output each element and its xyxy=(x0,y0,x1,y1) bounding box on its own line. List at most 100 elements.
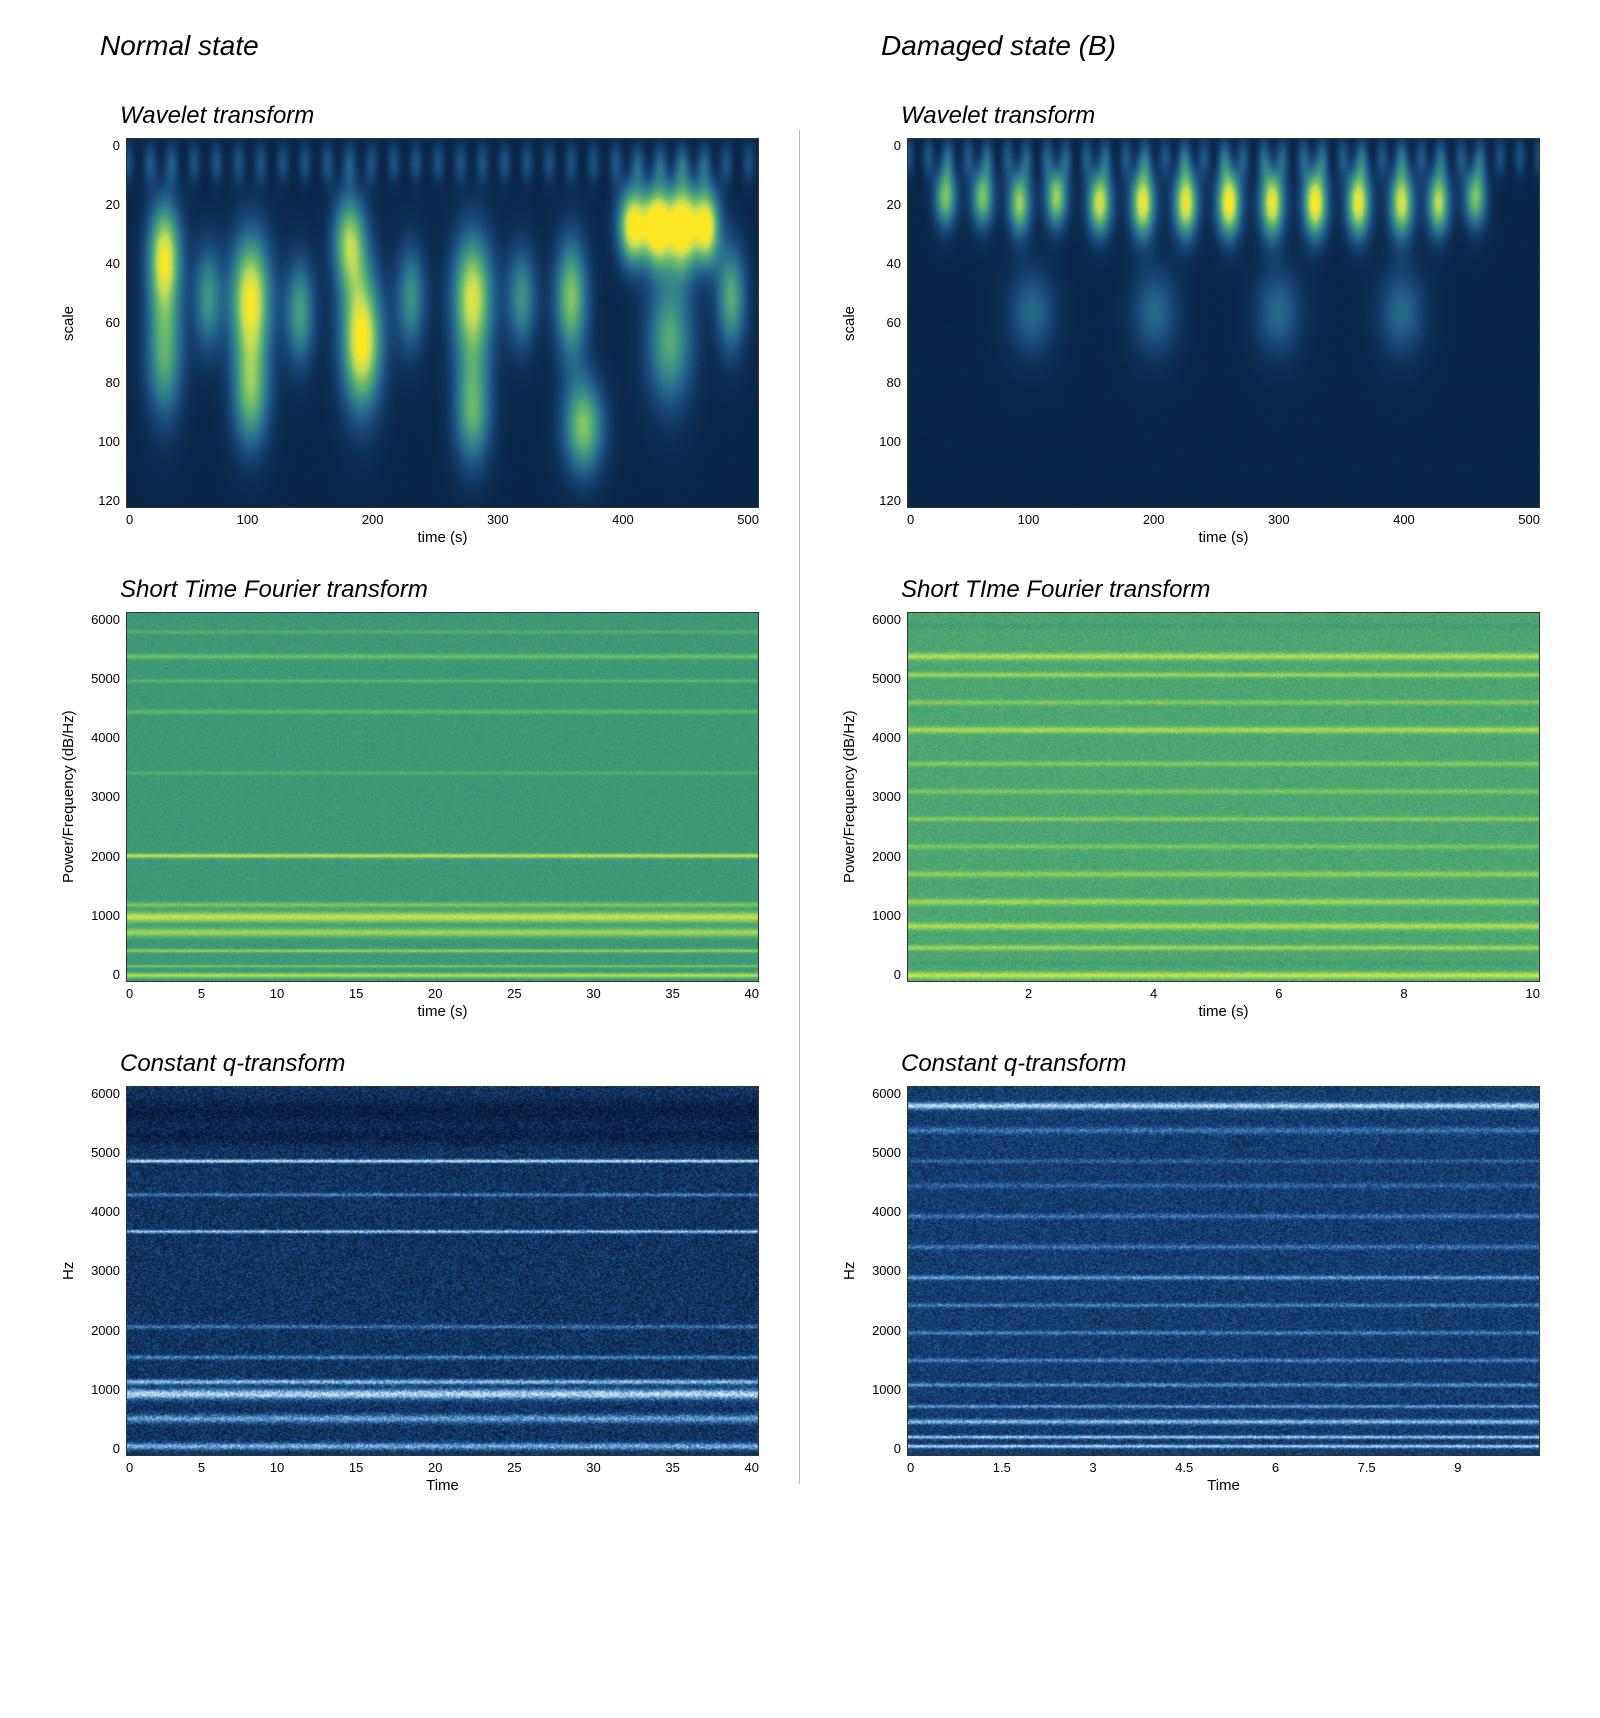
y-tick: 0 xyxy=(894,1441,901,1456)
x-tick: 0 xyxy=(907,1460,914,1475)
y-tick: 60 xyxy=(106,315,120,330)
x-tick: 300 xyxy=(487,512,509,527)
heatmap xyxy=(126,612,759,982)
y-tick: 40 xyxy=(106,256,120,271)
x-tick: 30 xyxy=(586,1460,600,1475)
x-tick: 0 xyxy=(907,512,914,527)
x-tick: 35 xyxy=(665,1460,679,1475)
x-axis-ticks: 01.534.567.59 xyxy=(907,1456,1540,1475)
x-tick: 0 xyxy=(126,512,133,527)
y-axis-label: Power/Frequency (dB/Hz) xyxy=(60,612,80,982)
x-tick: 7.5 xyxy=(1358,1460,1376,1475)
heatmap xyxy=(126,1086,759,1456)
y-tick: 100 xyxy=(98,434,120,449)
x-tick: 4.5 xyxy=(1175,1460,1193,1475)
panel: Short TIme Fourier transformPower/Freque… xyxy=(841,576,1540,1020)
x-axis-label: time (s) xyxy=(126,529,759,546)
plot-wrap: Hz6000500040003000200010000 xyxy=(841,1086,1540,1456)
x-tick: 25 xyxy=(507,1460,521,1475)
plot-wrap: scale020406080100120 xyxy=(60,138,759,508)
column-damaged: Damaged state (B)Wavelet transformscale0… xyxy=(841,30,1540,1524)
heatmap xyxy=(907,138,1540,508)
x-tick: 9 xyxy=(1454,1460,1461,1475)
x-tick: 500 xyxy=(1518,512,1540,527)
y-tick: 0 xyxy=(113,138,120,153)
panel: Wavelet transformscale020406080100120010… xyxy=(841,102,1540,546)
y-axis-label: Hz xyxy=(60,1086,80,1456)
y-tick: 80 xyxy=(106,375,120,390)
x-tick: 4 xyxy=(1150,986,1157,1001)
y-tick: 5000 xyxy=(91,671,120,686)
divider xyxy=(799,130,800,1484)
x-tick: 5 xyxy=(198,1460,205,1475)
y-tick: 1000 xyxy=(872,1382,901,1397)
x-tick: 0 xyxy=(126,986,133,1001)
x-tick: 35 xyxy=(665,986,679,1001)
x-tick: 5 xyxy=(198,986,205,1001)
x-axis-ticks: 246810 xyxy=(907,982,1540,1001)
x-tick: 1.5 xyxy=(993,1460,1011,1475)
x-tick: 20 xyxy=(428,986,442,1001)
y-tick: 5000 xyxy=(872,671,901,686)
x-tick: 25 xyxy=(507,986,521,1001)
x-axis-label: time (s) xyxy=(907,529,1540,546)
x-axis-label: time (s) xyxy=(907,1003,1540,1020)
plot-wrap: Power/Frequency (dB/Hz)60005000400030002… xyxy=(60,612,759,982)
panel-title: Constant q-transform xyxy=(901,1050,1540,1078)
x-axis-ticks: 0100200300400500 xyxy=(126,508,759,527)
y-tick: 60 xyxy=(887,315,901,330)
x-tick: 6 xyxy=(1275,986,1282,1001)
y-tick: 100 xyxy=(879,434,901,449)
y-tick: 2000 xyxy=(872,849,901,864)
y-tick: 2000 xyxy=(872,1323,901,1338)
panel: Wavelet transformscale020406080100120010… xyxy=(60,102,759,546)
x-tick: 15 xyxy=(349,1460,363,1475)
y-tick: 0 xyxy=(894,967,901,982)
y-tick: 6000 xyxy=(872,1086,901,1101)
x-axis-ticks: 0510152025303540 xyxy=(126,982,759,1001)
y-axis-label: scale xyxy=(841,138,861,508)
x-tick: 6 xyxy=(1272,1460,1279,1475)
x-tick: 500 xyxy=(737,512,759,527)
x-tick: 0 xyxy=(126,1460,133,1475)
panel-title: Wavelet transform xyxy=(901,102,1540,130)
plot-wrap: Hz6000500040003000200010000 xyxy=(60,1086,759,1456)
y-tick: 5000 xyxy=(872,1145,901,1160)
y-tick: 4000 xyxy=(91,730,120,745)
y-tick: 6000 xyxy=(872,612,901,627)
panel-title: Wavelet transform xyxy=(120,102,759,130)
y-axis-ticks: 6000500040003000200010000 xyxy=(80,1086,126,1456)
y-axis-ticks: 6000500040003000200010000 xyxy=(861,1086,907,1456)
y-tick: 2000 xyxy=(91,1323,120,1338)
x-tick: 40 xyxy=(745,986,759,1001)
y-tick: 40 xyxy=(887,256,901,271)
y-axis-label: Power/Frequency (dB/Hz) xyxy=(841,612,861,982)
panel: Constant q-transformHz600050004000300020… xyxy=(60,1050,759,1494)
y-tick: 120 xyxy=(98,493,120,508)
y-tick: 3000 xyxy=(872,789,901,804)
x-tick: 400 xyxy=(612,512,634,527)
panel-title: Short Time Fourier transform xyxy=(120,576,759,604)
y-axis-label: scale xyxy=(60,138,80,508)
y-axis-label: Hz xyxy=(841,1086,861,1456)
plot-wrap: scale020406080100120 xyxy=(841,138,1540,508)
x-tick: 20 xyxy=(428,1460,442,1475)
x-axis-ticks: 0100200300400500 xyxy=(907,508,1540,527)
x-tick: 10 xyxy=(1525,986,1539,1001)
heatmap xyxy=(126,138,759,508)
heatmap xyxy=(907,612,1540,982)
y-tick: 6000 xyxy=(91,1086,120,1101)
x-tick: 100 xyxy=(1018,512,1040,527)
y-tick: 3000 xyxy=(872,1263,901,1278)
y-tick: 1000 xyxy=(91,1382,120,1397)
x-tick: 300 xyxy=(1268,512,1290,527)
x-axis-ticks: 0510152025303540 xyxy=(126,1456,759,1475)
x-tick: 2 xyxy=(1025,986,1032,1001)
y-tick: 6000 xyxy=(91,612,120,627)
x-axis-label: Time xyxy=(907,1477,1540,1494)
x-tick: 15 xyxy=(349,986,363,1001)
y-tick: 3000 xyxy=(91,1263,120,1278)
panel: Short Time Fourier transform Power/Freque… xyxy=(60,576,759,1020)
y-axis-ticks: 6000500040003000200010000 xyxy=(80,612,126,982)
x-axis-label: Time xyxy=(126,1477,759,1494)
